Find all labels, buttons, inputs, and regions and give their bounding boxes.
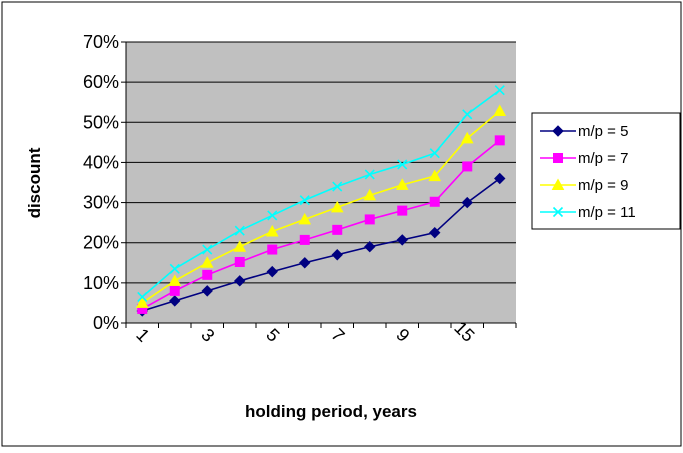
data-point [461, 196, 473, 209]
data-point [364, 169, 375, 180]
data-point [397, 205, 408, 216]
y-tick-label: 40% [83, 152, 119, 172]
data-point [396, 234, 408, 246]
data-point [233, 240, 247, 252]
data-point [330, 200, 344, 213]
y-tick-labels: 0% 10% 20% 30% 40% 50% 60% 70% [83, 32, 119, 333]
data-point [298, 212, 312, 225]
data-point [202, 244, 213, 255]
data-point [429, 226, 441, 239]
series-line [141, 89, 501, 298]
data-point [135, 296, 149, 308]
data-point [299, 195, 310, 206]
data-point [460, 131, 474, 144]
data-point [234, 225, 245, 236]
data-point [265, 224, 279, 237]
data-point [429, 196, 440, 207]
data-point [267, 244, 278, 255]
series-line [141, 139, 501, 310]
plot-background [126, 42, 516, 323]
legend-marker [553, 153, 563, 163]
data-point [429, 148, 440, 159]
series-layer [135, 85, 507, 317]
series-3 [135, 104, 507, 308]
data-point [395, 178, 409, 190]
legend-marker [551, 178, 565, 190]
data-point [137, 291, 148, 302]
data-point [494, 135, 505, 146]
legend-entry: m/p = 9 [540, 177, 628, 194]
legend-label: m/p = 5 [578, 123, 628, 140]
data-point [169, 285, 180, 296]
legend-entry: m/p = 5 [540, 123, 628, 140]
legend-entry: m/p = 11 [540, 204, 636, 221]
data-point [462, 161, 473, 172]
legend-marker [552, 125, 564, 137]
data-point [234, 256, 245, 267]
data-point [364, 214, 375, 225]
axes [121, 41, 517, 328]
series-4 [137, 85, 505, 302]
y-tick-label: 20% [83, 233, 119, 253]
data-point [493, 104, 507, 117]
legend-label: m/p = 9 [578, 177, 628, 194]
plot-area [126, 42, 516, 323]
data-point [299, 234, 310, 245]
data-point [202, 269, 213, 280]
legend: m/p = 5 m/p = 7 m/p = 9 m/p = 11 [531, 112, 681, 230]
y-axis-title: discount [25, 147, 44, 218]
data-point [494, 172, 506, 185]
data-point [332, 181, 343, 192]
data-point [299, 257, 311, 269]
data-point [397, 159, 408, 170]
data-point [332, 224, 343, 235]
data-point [201, 285, 213, 297]
series-2 [137, 135, 505, 314]
data-point [331, 249, 343, 261]
data-point [428, 169, 442, 182]
data-point [494, 85, 505, 96]
data-point [169, 295, 181, 307]
data-point [169, 263, 180, 274]
series-line [141, 110, 501, 304]
data-point [462, 109, 473, 120]
series-line [142, 177, 501, 312]
data-point [266, 265, 278, 278]
legend-marker [552, 206, 564, 218]
y-tick-label: 30% [83, 193, 119, 213]
x-axis-title: holding period, years [245, 402, 417, 421]
legend-label: m/p = 7 [578, 150, 628, 167]
data-point [200, 256, 214, 268]
y-tick-label: 70% [83, 32, 119, 52]
y-tick-label: 60% [83, 72, 119, 92]
y-tick-label: 0% [93, 313, 119, 333]
data-point [267, 210, 278, 221]
data-point [168, 274, 182, 286]
y-tick-label: 10% [83, 273, 119, 293]
y-tick-label: 50% [83, 112, 119, 132]
data-point [363, 188, 377, 201]
data-point [234, 275, 246, 287]
data-point [364, 241, 376, 253]
legend-label: m/p = 11 [578, 204, 636, 221]
legend-entry: m/p = 7 [540, 150, 628, 167]
